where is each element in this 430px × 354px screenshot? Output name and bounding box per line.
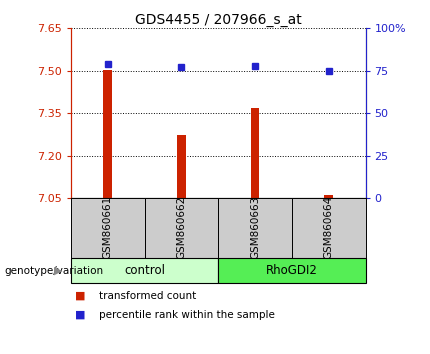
Text: GSM860663: GSM860663 [250, 195, 260, 259]
Text: GSM860662: GSM860662 [176, 195, 187, 259]
Bar [103, 70, 112, 198]
Text: ■: ■ [75, 310, 86, 320]
Bar [251, 108, 259, 198]
FancyBboxPatch shape [71, 198, 144, 258]
Bar [324, 195, 333, 198]
Text: RhoGDI2: RhoGDI2 [266, 264, 318, 277]
Text: control: control [124, 264, 165, 277]
FancyBboxPatch shape [292, 198, 366, 258]
FancyBboxPatch shape [144, 198, 218, 258]
FancyBboxPatch shape [71, 258, 218, 283]
Text: transformed count: transformed count [99, 291, 196, 301]
Text: ■: ■ [75, 291, 86, 301]
FancyBboxPatch shape [218, 258, 366, 283]
Text: GSM860661: GSM860661 [103, 195, 113, 259]
Text: percentile rank within the sample: percentile rank within the sample [99, 310, 275, 320]
Bar [177, 135, 186, 198]
Text: genotype/variation: genotype/variation [4, 266, 104, 276]
Text: GSM860664: GSM860664 [324, 195, 334, 259]
Text: ▶: ▶ [54, 266, 62, 276]
FancyBboxPatch shape [218, 198, 292, 258]
Title: GDS4455 / 207966_s_at: GDS4455 / 207966_s_at [135, 13, 301, 27]
